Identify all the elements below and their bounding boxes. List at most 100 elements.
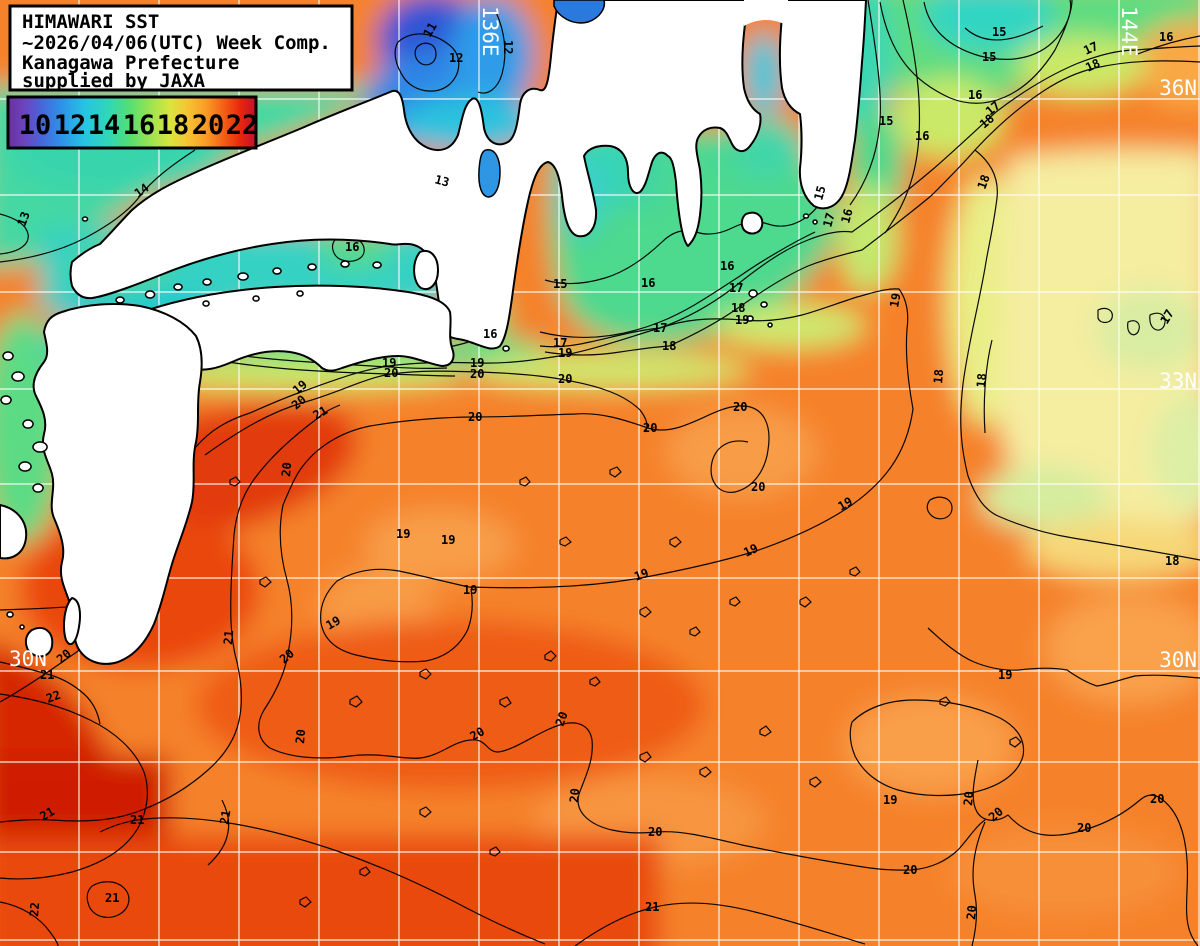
contour-label: 21 bbox=[311, 403, 331, 422]
colorbar-tick: 12 bbox=[54, 110, 87, 141]
lake-north-blob bbox=[553, 0, 606, 24]
contour-label: 21 bbox=[217, 809, 233, 826]
contour-label: 18 bbox=[1083, 56, 1102, 75]
land-izu-oshima-island bbox=[740, 211, 764, 235]
contour-label: 20 bbox=[1077, 821, 1091, 835]
contour-label: 18 bbox=[731, 301, 745, 315]
land-masses bbox=[0, 0, 867, 665]
contour-label: 18 bbox=[975, 173, 993, 191]
colorbar-tick: 20 bbox=[192, 110, 225, 141]
contour-label: 19 bbox=[632, 566, 650, 584]
contour-label: 19 bbox=[324, 613, 344, 632]
contour-18 bbox=[164, 60, 1200, 561]
contour-label: 20 bbox=[733, 400, 747, 414]
contour-label: 18 bbox=[931, 369, 946, 385]
contour-label: 17 bbox=[729, 281, 743, 295]
contour-label: 16 bbox=[641, 276, 655, 290]
contour-label: 16 bbox=[968, 88, 982, 102]
contour-label: 15 bbox=[992, 25, 1006, 39]
contour-21 bbox=[0, 404, 866, 946]
contour-label: 20 bbox=[468, 724, 488, 743]
graticule-label-layer: 36N 33N 30N 30N 136E 144E bbox=[9, 6, 1197, 672]
contour-label: 15 bbox=[811, 184, 828, 202]
contour-label: 19 bbox=[463, 583, 477, 597]
contour-label: 17 bbox=[1081, 39, 1100, 58]
contour-label: 20 bbox=[384, 366, 398, 380]
contour-label: 19 bbox=[558, 346, 572, 360]
colorbar-tick: 18 bbox=[157, 110, 190, 141]
lat-label-36n-right: 36N bbox=[1159, 76, 1197, 100]
contour-label: 22 bbox=[44, 688, 62, 706]
contour-label: 16 bbox=[720, 259, 734, 273]
land-west-kyushu-island bbox=[0, 504, 28, 560]
colorbar-tick: 16 bbox=[123, 110, 156, 141]
contour-label: 13 bbox=[15, 210, 33, 228]
contour-label: 16 bbox=[483, 327, 497, 341]
colorbar-tick: 14 bbox=[88, 110, 121, 141]
lat-label-30n-right: 30N bbox=[1159, 648, 1197, 672]
contour-label: 20 bbox=[567, 788, 582, 804]
contour-label: 22 bbox=[27, 902, 42, 918]
contour-label: 16 bbox=[838, 207, 855, 225]
contour-label: 15 bbox=[982, 50, 996, 64]
title-line-supplier: supplied by JAXA bbox=[22, 70, 206, 92]
contour-label: 20 bbox=[558, 372, 572, 386]
contour-12 bbox=[394, 11, 506, 94]
contour-label: 19 bbox=[470, 356, 484, 370]
contour-label: 19 bbox=[441, 533, 455, 547]
land-awaji-island bbox=[413, 250, 439, 290]
contour-label: 21 bbox=[221, 630, 236, 646]
contour-label: 20 bbox=[643, 421, 657, 435]
contour-label: 17 bbox=[1157, 307, 1176, 327]
contour-label: 20 bbox=[1150, 792, 1164, 806]
contour-label: 20 bbox=[648, 825, 662, 839]
contour-label: 21 bbox=[645, 900, 659, 914]
contour-label: 21 bbox=[38, 804, 58, 823]
contour-label: 21 bbox=[130, 813, 144, 827]
contour-label: 21 bbox=[40, 668, 54, 682]
contour-label: 19 bbox=[887, 292, 903, 309]
contour-label: 12 bbox=[501, 40, 515, 54]
contour-label: 19 bbox=[998, 668, 1012, 682]
contour-label: 19 bbox=[883, 793, 897, 807]
contour-label: 13 bbox=[433, 172, 451, 189]
contour-15 bbox=[544, 0, 1072, 285]
contour-label: 16 bbox=[915, 129, 929, 143]
lon-label-144e: 144E bbox=[1117, 6, 1141, 57]
title-box-background bbox=[8, 4, 354, 92]
contour-14 bbox=[0, 149, 196, 263]
contour-label: 20 bbox=[468, 410, 482, 424]
land-kyushu bbox=[32, 303, 203, 665]
contour-label: 15 bbox=[553, 277, 567, 291]
contour-label: 15 bbox=[879, 114, 893, 128]
lake-biwa bbox=[478, 149, 501, 198]
contour-label: 20 bbox=[279, 462, 294, 478]
contour-20 bbox=[0, 370, 1199, 946]
contour-label: 12 bbox=[449, 51, 463, 65]
land-yakushima-island bbox=[24, 627, 54, 658]
contour-label: 16 bbox=[345, 240, 359, 254]
contour-label: 19 bbox=[741, 541, 760, 560]
contour-label: 20 bbox=[470, 367, 484, 381]
colorbar-tick: 22 bbox=[226, 110, 259, 141]
lakes bbox=[478, 0, 606, 198]
contour-label: 17 bbox=[553, 336, 567, 350]
contour-label: 18 bbox=[1165, 554, 1179, 568]
contour-19 bbox=[0, 288, 1200, 797]
lat-label-33n-right: 33N bbox=[1159, 369, 1197, 393]
contour-label: 20 bbox=[964, 905, 979, 921]
colorbar-tick: 10 bbox=[19, 110, 52, 141]
contour-label: 17 bbox=[820, 211, 837, 229]
title-box: HIMAWARI SST ~2026/04/06(UTC) Week Comp.… bbox=[8, 4, 354, 92]
colorbar: 10 12 14 16 18 20 22 bbox=[6, 95, 259, 150]
contour-label: 16 bbox=[1159, 30, 1173, 44]
title-line-product: HIMAWARI SST bbox=[22, 11, 159, 33]
colorbar-gradient bbox=[6, 95, 258, 150]
land-boso-peninsula bbox=[778, 0, 867, 210]
title-line-date: ~2026/04/06(UTC) Week Comp. bbox=[22, 32, 331, 54]
contour-speckles bbox=[229, 466, 1022, 908]
lon-label-136e: 136E bbox=[478, 6, 502, 57]
